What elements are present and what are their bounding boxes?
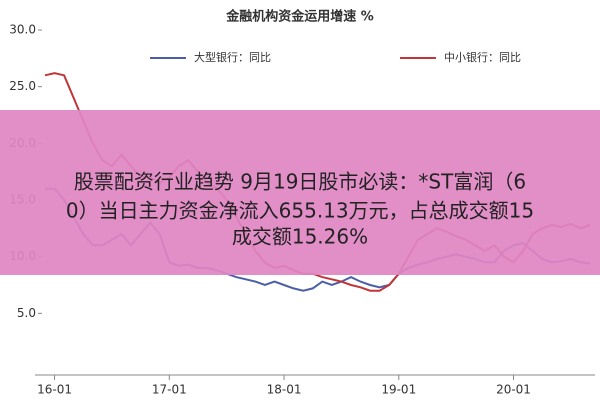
x-tick-label: 19-01: [381, 383, 416, 397]
y-tick-label: 30.0: [9, 23, 36, 37]
overlay-banner: [0, 110, 600, 275]
y-tick-label: 25.0: [9, 79, 36, 93]
x-tick-label: 18-01: [267, 383, 302, 397]
x-tick-label: 16-01: [37, 383, 72, 397]
legend-label: 中小银行：同比: [444, 50, 521, 64]
overlay-text: 股票配资行业趋势 9月19日股市必读：*ST富润（6: [74, 170, 526, 194]
legend-label: 大型银行：同比: [194, 50, 271, 64]
x-tick-label: 17-01: [152, 383, 187, 397]
overlay-text: 成交额15.26%: [232, 225, 368, 249]
chart-title: 金融机构资金运用增速 %: [225, 9, 374, 25]
x-tick-label: 20-01: [496, 383, 531, 397]
overlay-text: 0）当日主力资金净流入655.13万元，占总成交额15: [66, 199, 534, 223]
y-tick-label: 5.0: [17, 306, 36, 320]
